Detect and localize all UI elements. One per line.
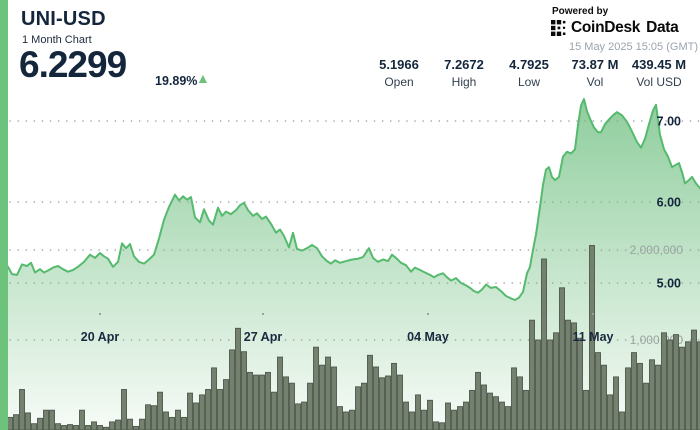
brand-name: CoinDesk [571, 19, 641, 36]
chart-header: UNI-USD 1 Month Chart 6.2299 19.89% ▲ 5.… [0, 0, 700, 100]
up-arrow-icon: ▲ [196, 70, 210, 86]
coindesk-logo[interactable]: CoinDesk Data [551, 19, 679, 37]
x-axis-labels: 20 Apr 27 Apr 04 May 11 May [81, 313, 614, 344]
svg-text:2,000,000: 2,000,000 [630, 243, 684, 257]
stat-low: 4.7925 Low [479, 57, 579, 89]
svg-text:6.00: 6.00 [657, 196, 681, 210]
stat-vol-label: Vol [586, 75, 604, 89]
svg-text:5.00: 5.00 [657, 277, 681, 291]
stat-high-label: High [451, 75, 477, 89]
timestamp: 15 May 2025 15:05 (GMT) [568, 41, 698, 53]
svg-text:20 Apr: 20 Apr [81, 330, 120, 344]
stat-high: 7.2672 High [414, 57, 514, 89]
price-change-percent: 19.89% [155, 74, 198, 88]
chart-period-label: 1 Month Chart [22, 34, 92, 46]
stat-vol-usd-label: Vol USD [636, 75, 682, 89]
stat-low-value: 4.7925 [509, 57, 549, 72]
powered-by-label: Powered by [552, 6, 609, 17]
coindesk-logo-icon [551, 20, 566, 36]
stat-high-value: 7.2672 [444, 57, 484, 72]
current-price: 6.2299 [19, 44, 127, 85]
stat-vol-value: 73.87 M [571, 57, 619, 72]
stat-vol-usd: 439.45 M Vol USD [609, 57, 700, 89]
brand-suffix: Data [646, 19, 679, 36]
symbol-title: UNI-USD [21, 8, 106, 30]
svg-text:27 Apr: 27 Apr [244, 330, 283, 344]
stat-open: 5.1966 Open [349, 57, 449, 89]
stat-low-label: Low [517, 75, 540, 89]
stat-open-label: Open [384, 75, 414, 89]
stat-vol: 73.87 M Vol [545, 57, 645, 89]
svg-text:11 May: 11 May [572, 330, 613, 344]
svg-text:7.00: 7.00 [657, 115, 681, 129]
stat-vol-usd-value: 439.45 M [631, 57, 687, 72]
stat-open-value: 5.1966 [379, 57, 419, 72]
svg-text:04 May: 04 May [407, 330, 449, 344]
accent-bar [0, 0, 8, 430]
